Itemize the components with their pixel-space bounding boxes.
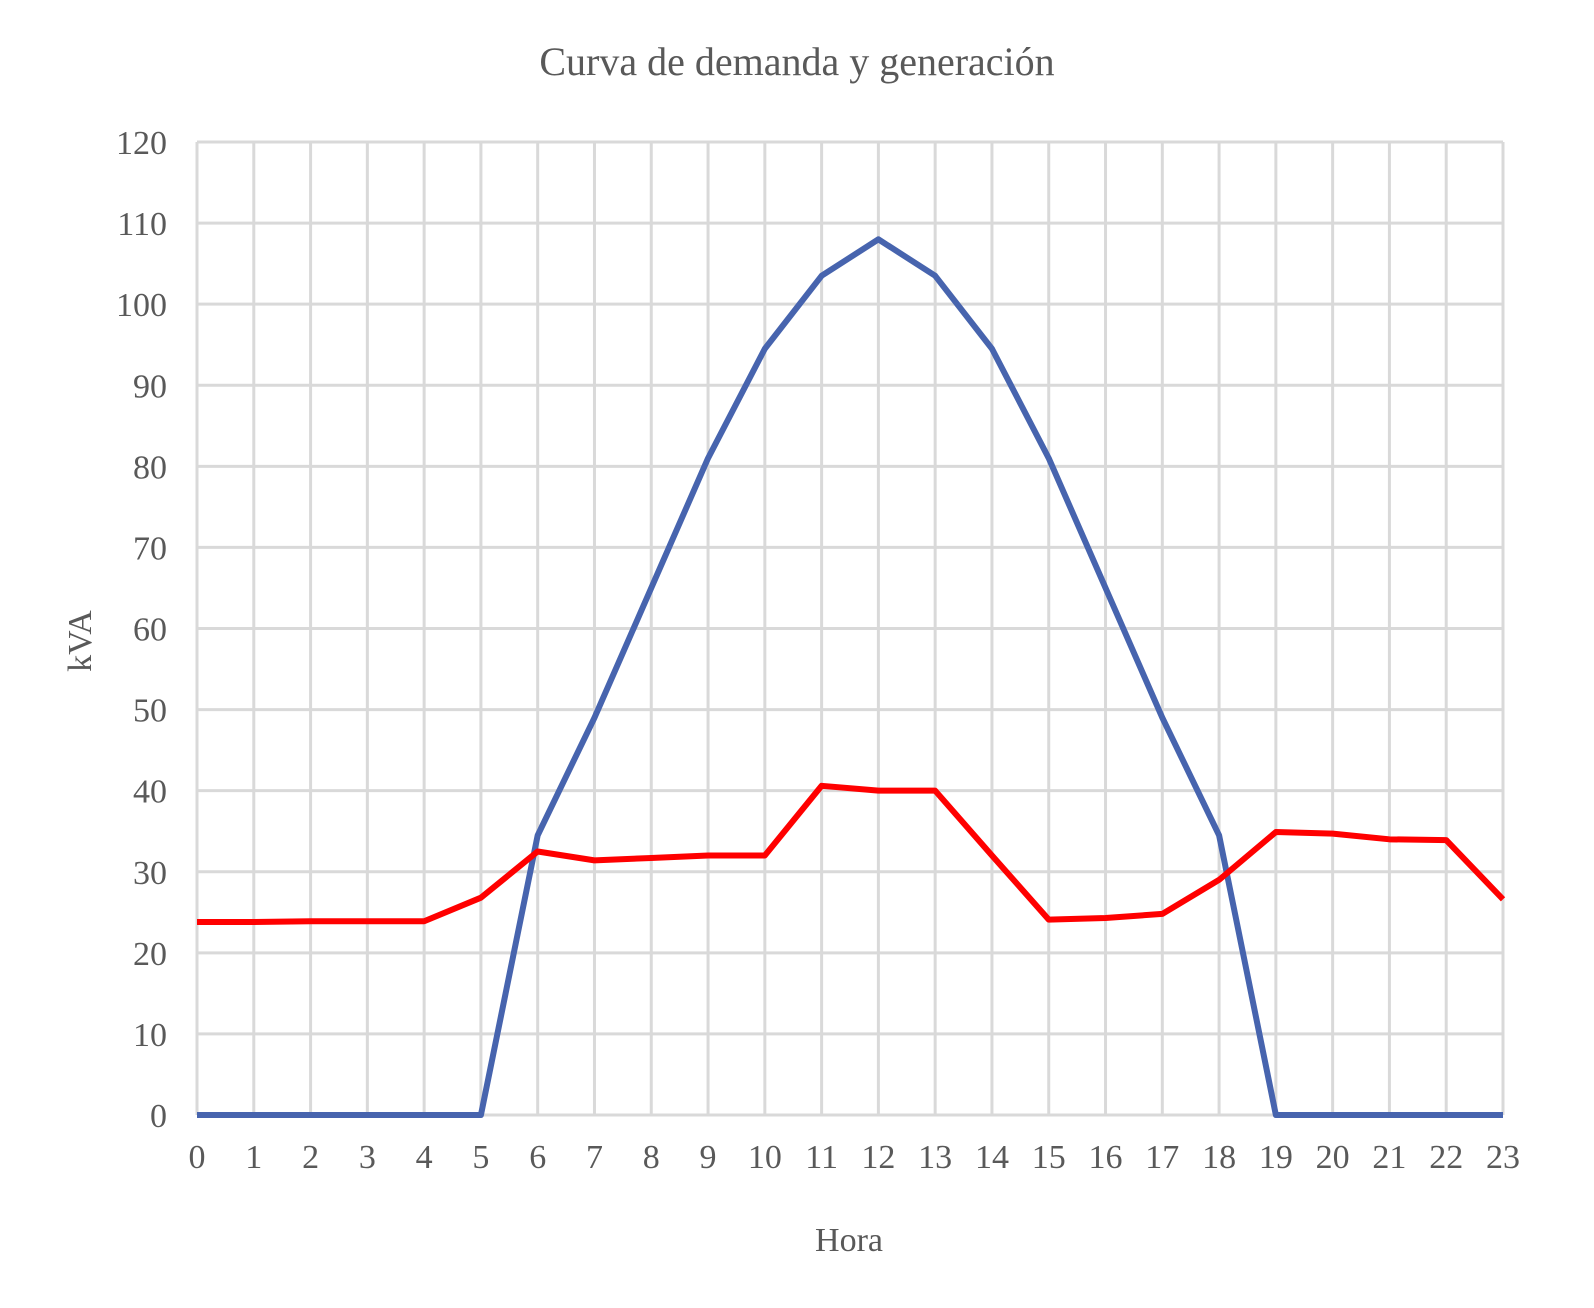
y-tick-label: 80	[133, 449, 167, 486]
x-tick-label: 18	[1202, 1139, 1236, 1176]
series-line-1	[197, 236, 1503, 1118]
x-tick-label: 6	[529, 1139, 546, 1176]
y-tick-label: 40	[133, 774, 167, 811]
series-layer	[197, 236, 1506, 1118]
x-tick-label: 5	[472, 1139, 489, 1176]
y-tick-label: 20	[133, 936, 167, 973]
x-tick-label: 22	[1429, 1139, 1463, 1176]
x-tick-label: 10	[748, 1139, 782, 1176]
x-tick-label: 7	[586, 1139, 603, 1176]
x-tick-label: 15	[1032, 1139, 1066, 1176]
x-tick-label: 8	[643, 1139, 660, 1176]
y-tick-label: 10	[133, 1017, 167, 1054]
grid-lines	[195, 140, 1505, 1117]
x-axis-label: Hora	[815, 1222, 883, 1259]
y-tick-label: 50	[133, 693, 167, 730]
x-tick-label: 23	[1486, 1139, 1520, 1176]
y-tick-label: 100	[116, 287, 167, 324]
y-tick-label: 120	[116, 125, 167, 162]
x-tick-label: 17	[1145, 1139, 1179, 1176]
x-tick-label: 19	[1259, 1139, 1293, 1176]
y-axis-label: kVA	[62, 610, 99, 672]
y-axis-ticks: 0 10 20 30 40 50 60 70 80 90 100 110 120	[116, 125, 167, 1135]
y-tick-label: 90	[133, 368, 167, 405]
x-tick-label: 14	[975, 1139, 1009, 1176]
y-tick-label: 0	[150, 1098, 167, 1135]
x-tick-label: 1	[245, 1139, 262, 1176]
x-tick-label: 13	[918, 1139, 952, 1176]
x-tick-label: 2	[302, 1139, 319, 1176]
x-tick-label: 9	[700, 1139, 717, 1176]
y-tick-label: 30	[133, 855, 167, 892]
x-tick-label: 3	[359, 1139, 376, 1176]
chart-title: Curva de demanda y generación	[539, 39, 1054, 84]
series-line-2	[197, 782, 1506, 926]
x-tick-label: 16	[1089, 1139, 1123, 1176]
x-tick-label: 12	[861, 1139, 895, 1176]
x-tick-label: 0	[189, 1139, 206, 1176]
x-tick-label: 21	[1372, 1139, 1406, 1176]
x-axis-ticks: 0 1 2 3 4 5 6 7 8 9 10 11 12 13 14 15 16 17 18 19 20 21 22 23	[189, 1139, 1521, 1176]
x-tick-label: 11	[805, 1139, 838, 1176]
y-tick-label: 70	[133, 530, 167, 567]
x-tick-label: 20	[1316, 1139, 1350, 1176]
y-tick-label: 110	[117, 206, 167, 243]
y-tick-label: 60	[133, 612, 167, 649]
x-tick-label: 4	[416, 1139, 433, 1176]
